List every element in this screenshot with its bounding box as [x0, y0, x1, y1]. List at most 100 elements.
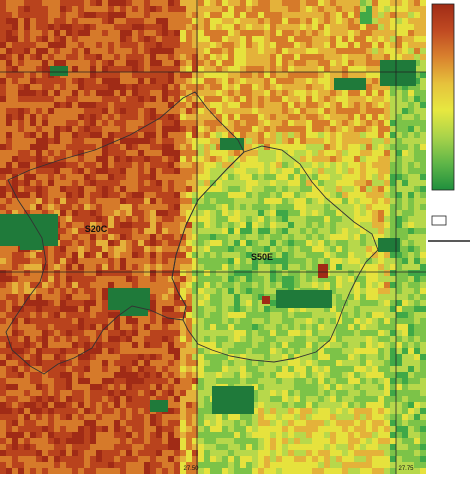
raster-cell: [198, 366, 204, 372]
raster-cell: [216, 42, 222, 48]
raster-cell: [210, 162, 216, 168]
raster-cell: [204, 78, 210, 84]
raster-cell: [354, 372, 360, 378]
raster-cell: [270, 186, 276, 192]
raster-cell: [360, 90, 366, 96]
raster-cell: [0, 144, 6, 150]
raster-cell: [234, 306, 240, 312]
raster-cell: [402, 42, 408, 48]
raster-cell: [408, 294, 414, 300]
raster-cell: [408, 162, 414, 168]
raster-cell: [90, 198, 96, 204]
raster-cell: [402, 246, 408, 252]
raster-cell: [36, 342, 42, 348]
raster-cell: [378, 282, 384, 288]
raster-cell: [288, 102, 294, 108]
raster-cell: [246, 126, 252, 132]
raster-cell: [18, 384, 24, 390]
raster-cell: [84, 354, 90, 360]
raster-cell: [198, 402, 204, 408]
raster-cell: [138, 396, 144, 402]
raster-cell: [264, 396, 270, 402]
raster-cell: [354, 174, 360, 180]
raster-cell: [24, 150, 30, 156]
raster-cell: [186, 90, 192, 96]
raster-cell: [36, 126, 42, 132]
raster-cell: [360, 240, 366, 246]
raster-cell: [18, 120, 24, 126]
raster-cell: [390, 48, 396, 54]
raster-cell: [84, 282, 90, 288]
raster-cell: [402, 318, 408, 324]
raster-cell: [246, 96, 252, 102]
raster-cell: [348, 132, 354, 138]
raster-cell: [96, 330, 102, 336]
raster-cell: [180, 18, 186, 24]
raster-cell: [402, 204, 408, 210]
raster-cell: [108, 360, 114, 366]
raster-cell: [252, 402, 258, 408]
raster-cell: [138, 408, 144, 414]
raster-cell: [24, 384, 30, 390]
raster-cell: [348, 276, 354, 282]
raster-cell: [282, 378, 288, 384]
raster-cell: [168, 228, 174, 234]
raster-cell: [342, 24, 348, 30]
raster-cell: [258, 162, 264, 168]
raster-cell: [84, 264, 90, 270]
raster-cell: [138, 420, 144, 426]
raster-cell: [414, 264, 420, 270]
raster-cell: [372, 306, 378, 312]
raster-cell: [270, 192, 276, 198]
raster-cell: [336, 132, 342, 138]
raster-cell: [324, 306, 330, 312]
raster-cell: [144, 36, 150, 42]
raster-cell: [162, 114, 168, 120]
raster-cell: [396, 402, 402, 408]
raster-cell: [42, 282, 48, 288]
raster-cell: [6, 204, 12, 210]
raster-cell: [78, 366, 84, 372]
raster-cell: [36, 18, 42, 24]
raster-cell: [210, 78, 216, 84]
raster-cell: [24, 126, 30, 132]
raster-cell: [402, 396, 408, 402]
raster-cell: [120, 204, 126, 210]
raster-cell: [210, 372, 216, 378]
raster-cell: [384, 366, 390, 372]
raster-cell: [66, 54, 72, 60]
raster-cell: [90, 270, 96, 276]
raster-cell: [402, 186, 408, 192]
raster-cell: [102, 6, 108, 12]
raster-cell: [204, 246, 210, 252]
raster-cell: [102, 354, 108, 360]
raster-cell: [78, 102, 84, 108]
raster-cell: [156, 396, 162, 402]
raster-cell: [204, 360, 210, 366]
raster-cell: [90, 72, 96, 78]
raster-cell: [390, 264, 396, 270]
raster-cell: [294, 18, 300, 24]
raster-cell: [282, 312, 288, 318]
raster-cell: [30, 306, 36, 312]
raster-cell: [222, 66, 228, 72]
raster-cell: [384, 378, 390, 384]
raster-cell: [378, 120, 384, 126]
raster-cell: [360, 330, 366, 336]
raster-cell: [150, 114, 156, 120]
raster-cell: [300, 330, 306, 336]
raster-cell: [96, 96, 102, 102]
raster-cell: [72, 414, 78, 420]
raster-cell: [390, 6, 396, 12]
raster-cell: [294, 384, 300, 390]
raster-cell: [420, 150, 426, 156]
raster-cell: [18, 24, 24, 30]
raster-cell: [336, 246, 342, 252]
raster-cell: [234, 12, 240, 18]
raster-cell: [396, 276, 402, 282]
raster-cell: [246, 192, 252, 198]
raster-cell: [306, 30, 312, 36]
raster-cell: [288, 354, 294, 360]
raster-cell: [90, 144, 96, 150]
raster-cell: [234, 60, 240, 66]
